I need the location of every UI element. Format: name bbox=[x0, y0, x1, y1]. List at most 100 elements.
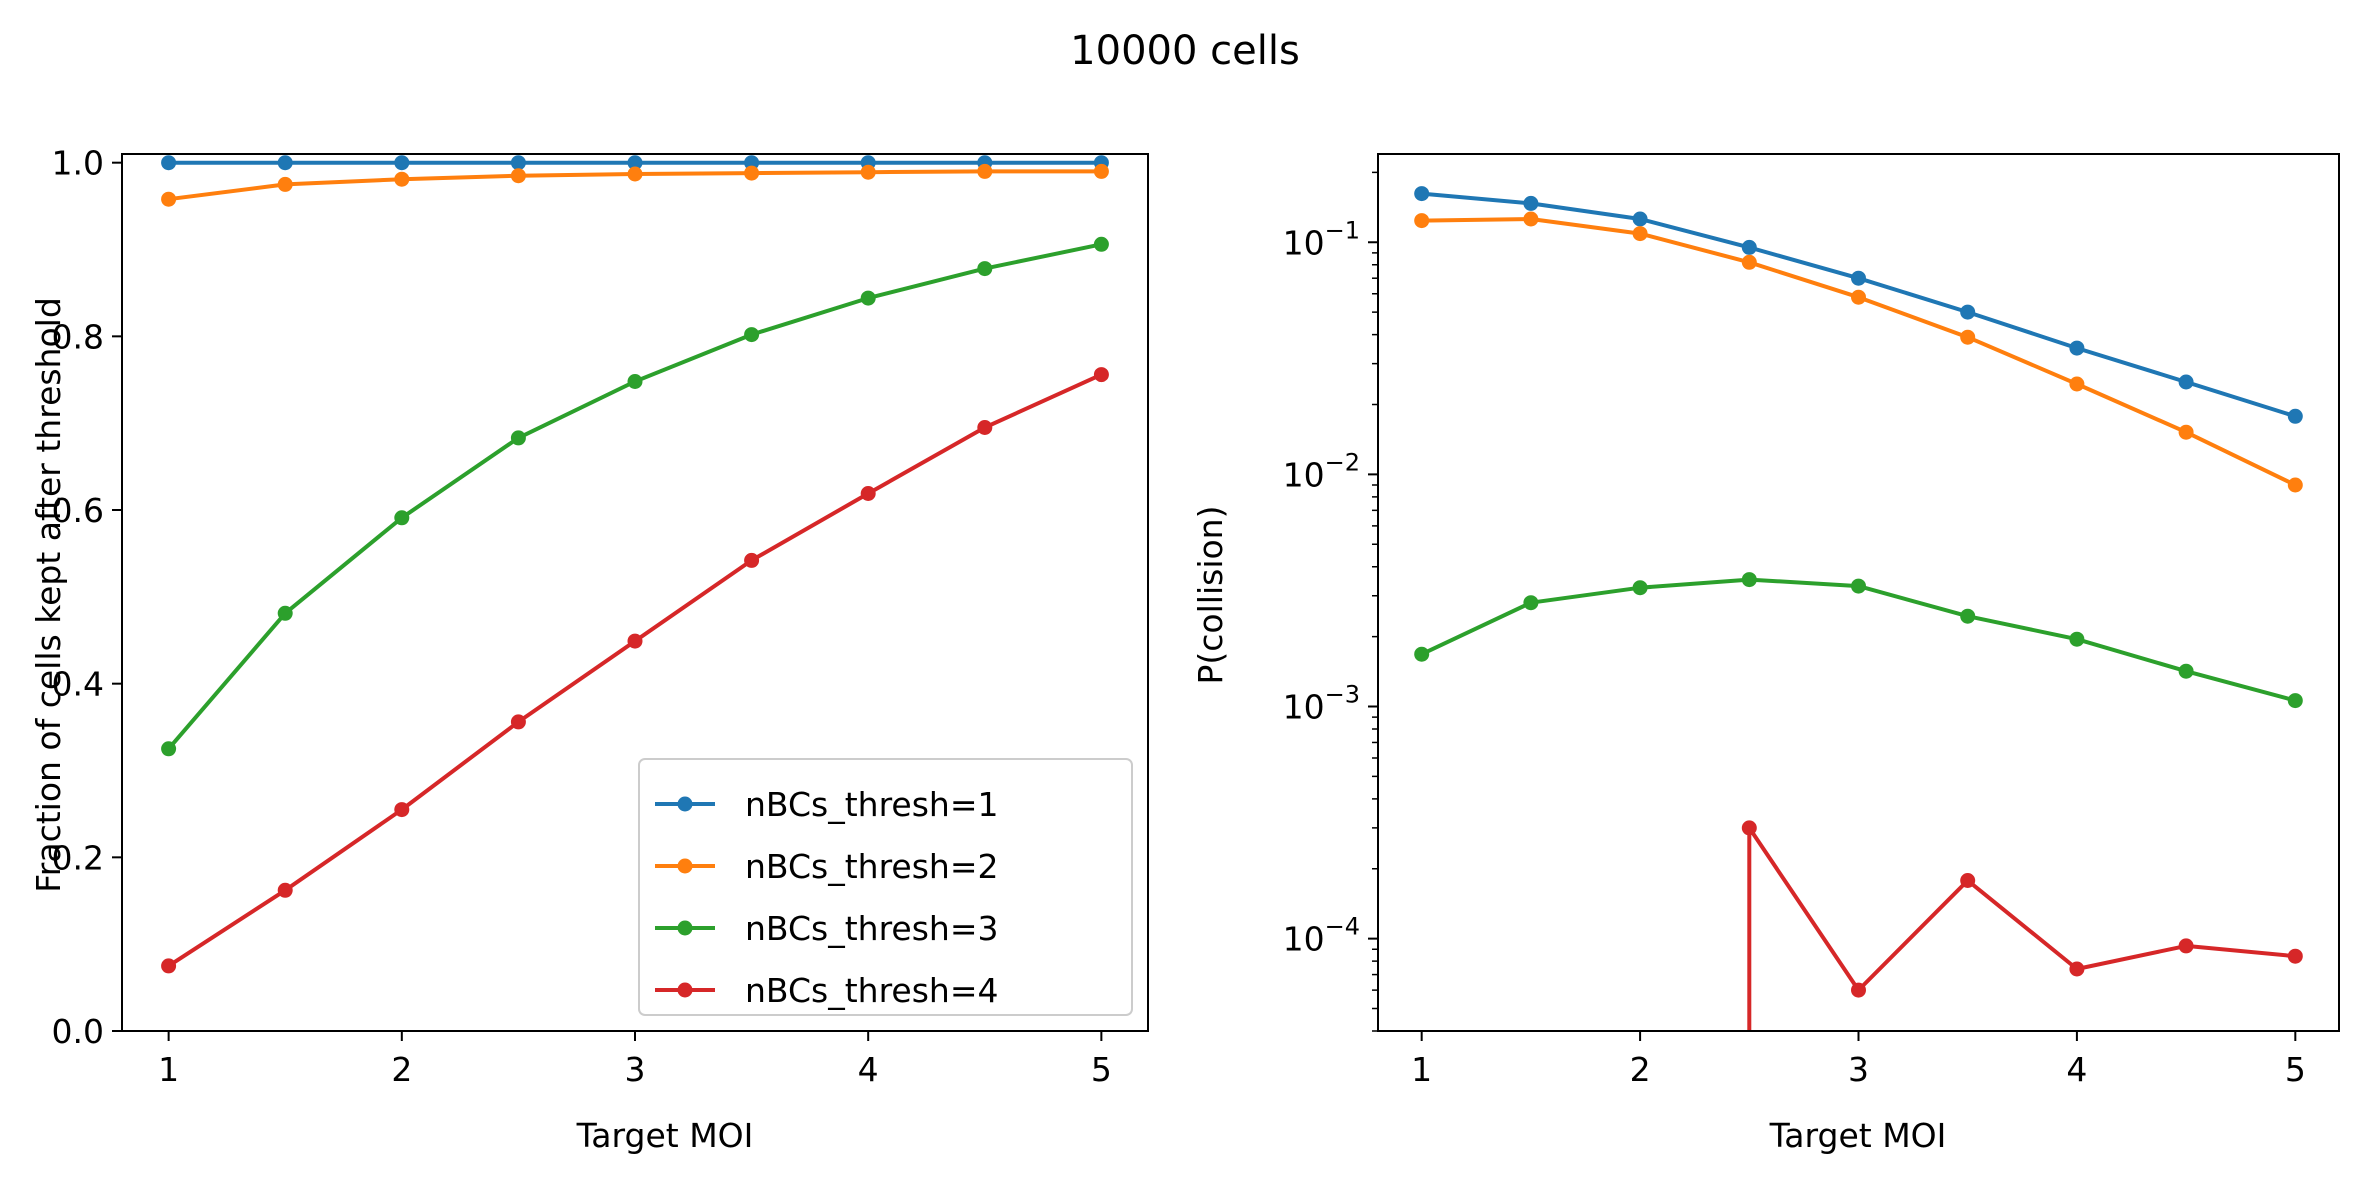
right-y-tick-label: 10−1 bbox=[1283, 216, 1360, 262]
right-x-tick-label: 1 bbox=[1411, 1050, 1432, 1089]
right-series-3-point bbox=[1523, 595, 1539, 611]
legend-entry-label: nBCs_thresh=2 bbox=[745, 847, 998, 886]
left-series-4-point bbox=[744, 552, 760, 568]
right-x-tick-label: 5 bbox=[2285, 1050, 2306, 1089]
figure-title: 10000 cells bbox=[1070, 28, 1300, 74]
left-series-4-point bbox=[394, 802, 410, 818]
right-series-3-point bbox=[1414, 646, 1430, 662]
left-series-1-point bbox=[744, 155, 760, 171]
left-series-1-point bbox=[161, 155, 177, 171]
right-y-tick-label: 10−4 bbox=[1283, 913, 1360, 959]
left-y-tick-label: 0.4 bbox=[52, 665, 104, 704]
left-plot-area bbox=[161, 155, 1109, 974]
right-series-1-point bbox=[2287, 408, 2303, 424]
right-series-1-point bbox=[1741, 239, 1757, 255]
right-axes: Target MOI P(collision) 1 2 3 4 5 10−4 10−3 10−… bbox=[1191, 153, 2340, 1155]
right-series-2-point bbox=[1414, 213, 1430, 229]
right-x-tick-label: 3 bbox=[1848, 1050, 1869, 1089]
left-series-3-point bbox=[627, 374, 643, 389]
left-series-3-point bbox=[394, 510, 410, 526]
left-series-3-point bbox=[1093, 236, 1109, 252]
left-series-2-point bbox=[277, 176, 293, 192]
right-series-1-point bbox=[1414, 186, 1430, 202]
left-x-tick-label: 4 bbox=[858, 1050, 879, 1089]
right-series-4-point bbox=[2178, 938, 2194, 954]
left-y-tick-label: 0.8 bbox=[52, 317, 104, 356]
right-x-tick-label: 4 bbox=[2066, 1050, 2087, 1089]
left-x-tick-label: 1 bbox=[158, 1050, 179, 1089]
left-series-2-point bbox=[744, 165, 760, 181]
left-y-tick-label: 1.0 bbox=[52, 144, 104, 183]
left-series-3-point bbox=[277, 605, 293, 621]
left-series-4-point bbox=[627, 633, 643, 649]
right-series-3-point bbox=[1741, 572, 1757, 588]
right-series-2-point bbox=[1523, 211, 1539, 227]
left-x-tick-label: 3 bbox=[625, 1050, 646, 1089]
right-series-1-point bbox=[1960, 304, 1976, 320]
left-series-3-point bbox=[744, 327, 760, 343]
right-series-3-point bbox=[1632, 580, 1648, 596]
right-series-2-point bbox=[2287, 477, 2303, 493]
legend-entry-label: nBCs_thresh=1 bbox=[745, 785, 998, 824]
left-series-4-point bbox=[860, 486, 876, 501]
right-x-axis-label: Target MOI bbox=[1769, 1116, 1947, 1155]
left-series-4-point bbox=[977, 420, 993, 435]
legend-swatch-marker bbox=[677, 920, 693, 936]
left-series-1-point bbox=[627, 155, 643, 171]
left-y-axis-label: Fraction of cells kept after threshold bbox=[29, 297, 68, 893]
left-series-4-point bbox=[510, 714, 526, 730]
right-series-4-point bbox=[1960, 873, 1976, 888]
legend-entry-label: nBCs_thresh=3 bbox=[745, 909, 998, 948]
left-series-1-point bbox=[277, 155, 293, 171]
right-y-tick-label: 10−2 bbox=[1283, 448, 1360, 494]
right-x-tick-label: 2 bbox=[1630, 1050, 1651, 1089]
left-y-tick-label: 0.6 bbox=[52, 491, 104, 530]
legend-swatch-marker bbox=[677, 982, 693, 998]
right-series-1-point bbox=[1632, 211, 1648, 227]
left-series-2-point bbox=[860, 164, 876, 180]
right-series-4-point bbox=[2069, 961, 2085, 977]
left-y-tick-label: 0.0 bbox=[52, 1012, 104, 1051]
left-series-3-point bbox=[860, 290, 876, 306]
right-series-3-point bbox=[1960, 608, 1976, 624]
right-y-tick-label: 10−3 bbox=[1283, 681, 1360, 727]
right-series-2-point bbox=[1960, 329, 1976, 345]
right-series-1-point bbox=[2178, 374, 2194, 390]
right-series-1-point bbox=[1851, 270, 1866, 286]
right-series-2-point bbox=[1851, 289, 1866, 305]
right-series-3-point bbox=[2287, 693, 2303, 709]
right-series-2-point bbox=[2069, 376, 2085, 392]
left-series-1-point bbox=[510, 155, 526, 171]
right-series-2-point bbox=[1632, 226, 1648, 242]
right-series-4-point bbox=[1851, 982, 1866, 998]
right-series-3-point bbox=[2069, 631, 2085, 647]
right-series-4-point bbox=[1741, 820, 1757, 836]
left-series-3-point bbox=[510, 430, 526, 446]
right-series-3-point bbox=[2178, 663, 2194, 679]
left-series-3-point bbox=[977, 261, 993, 277]
left-x-tick-label: 2 bbox=[391, 1050, 412, 1089]
left-y-tick-label: 0.2 bbox=[52, 838, 104, 877]
left-series-2-point bbox=[1093, 163, 1109, 179]
right-series-1-point bbox=[2069, 340, 2085, 356]
legend-entry-label: nBCs_thresh=4 bbox=[745, 971, 998, 1010]
left-series-2-point bbox=[977, 163, 993, 179]
left-series-2-point bbox=[510, 168, 526, 184]
left-legend-box bbox=[638, 758, 1133, 1016]
left-axes: Target MOI Fraction of cells kept after … bbox=[29, 144, 1149, 1155]
right-series-3-point bbox=[1851, 578, 1866, 594]
left-series-2-point bbox=[394, 171, 410, 187]
left-series-2-point bbox=[161, 191, 177, 207]
right-series-2-point bbox=[1741, 254, 1757, 270]
left-series-4-point bbox=[161, 958, 177, 974]
legend-swatch-marker bbox=[677, 858, 693, 874]
right-series-2-point bbox=[2178, 424, 2194, 440]
left-series-3-point bbox=[161, 741, 177, 757]
legend-swatch-marker bbox=[677, 796, 693, 812]
left-series-4-point bbox=[277, 882, 293, 898]
left-x-tick-label: 5 bbox=[1091, 1050, 1112, 1089]
left-series-2-point bbox=[627, 166, 643, 182]
right-y-axis-label: P(collision) bbox=[1191, 506, 1230, 685]
right-plot-area bbox=[1414, 186, 2303, 1031]
